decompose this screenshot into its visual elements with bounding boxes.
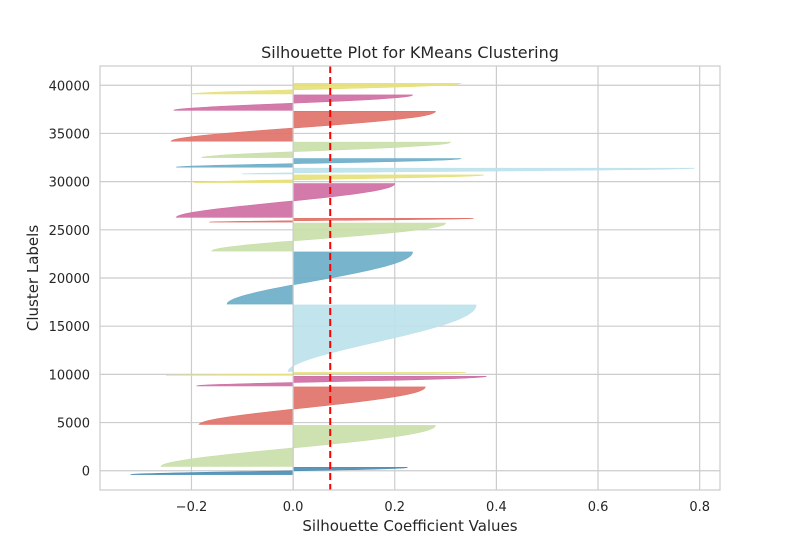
x-tick-label: −0.2 bbox=[176, 500, 208, 515]
cluster-silhouette-14 bbox=[170, 110, 436, 142]
y-tick-label: 30000 bbox=[49, 176, 90, 191]
y-tick-label: 20000 bbox=[49, 272, 90, 287]
y-tick-label: 10000 bbox=[49, 368, 90, 383]
cluster-silhouette-3 bbox=[196, 375, 488, 387]
cluster-silhouette-4 bbox=[166, 372, 466, 376]
x-tick-label: 0.8 bbox=[689, 500, 710, 515]
cluster-silhouette-6 bbox=[226, 251, 413, 305]
cluster-silhouette-7 bbox=[211, 222, 447, 252]
x-tick-label: 0.0 bbox=[283, 500, 304, 515]
x-axis-title: Silhouette Coefficient Values bbox=[302, 517, 517, 535]
plot-frame bbox=[99, 65, 721, 491]
x-tick-label: 0.2 bbox=[384, 500, 405, 515]
y-tick-label: 35000 bbox=[49, 127, 90, 142]
y-tick-labels: 0 5000 10000 15000 20000 25000 30000 35000 40000 bbox=[49, 79, 90, 479]
y-tick-label: 15000 bbox=[49, 320, 90, 335]
y-tick-label: 25000 bbox=[49, 224, 90, 239]
cluster-silhouettes bbox=[130, 66, 695, 490]
cluster-silhouette-2 bbox=[198, 386, 426, 425]
cluster-silhouette-0 bbox=[130, 467, 408, 475]
cluster-silhouette-16 bbox=[191, 83, 462, 95]
x-tick-label: 0.4 bbox=[486, 500, 507, 515]
y-tick-label: 5000 bbox=[57, 417, 90, 432]
cluster-silhouette-12 bbox=[176, 158, 462, 168]
y-tick-label: 40000 bbox=[49, 79, 90, 94]
cluster-silhouette-10 bbox=[193, 174, 484, 183]
cluster-silhouette-8 bbox=[209, 217, 474, 223]
cluster-silhouette-11 bbox=[242, 167, 695, 175]
x-tick-labels: −0.2 0.0 0.2 0.4 0.6 0.8 bbox=[176, 500, 710, 515]
x-tick-label: 0.6 bbox=[588, 500, 609, 515]
cluster-silhouette-5 bbox=[287, 304, 477, 372]
chart-title: Silhouette Plot for KMeans Clustering bbox=[261, 43, 559, 62]
y-axis-title: Cluster Labels bbox=[24, 225, 42, 331]
cluster-silhouette-1 bbox=[160, 425, 436, 467]
y-tick-label: 0 bbox=[82, 465, 90, 480]
cluster-silhouette-9 bbox=[175, 183, 396, 218]
cluster-silhouette-13 bbox=[201, 141, 452, 158]
